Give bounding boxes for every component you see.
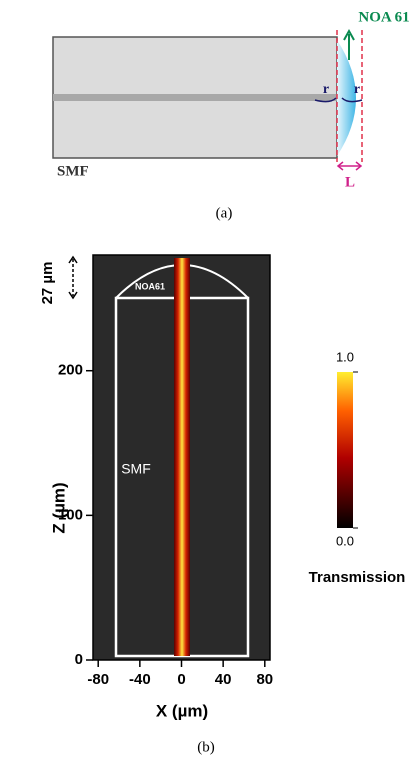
y-tick-label: 100 (58, 506, 83, 523)
fiber-core (53, 94, 337, 101)
material-label: NOA 61 (358, 9, 409, 25)
height-label: 27 µm (39, 262, 56, 305)
x-tick-label: 80 (256, 671, 273, 688)
lens (337, 40, 356, 156)
caption: (b) (197, 739, 215, 755)
colorbar (337, 372, 353, 528)
x-tick-label: 40 (215, 671, 232, 688)
caption: (a) (216, 205, 233, 221)
colorbar-tick-label: 1.0 (336, 349, 354, 364)
arrowhead (343, 28, 355, 41)
y-axis-label: Z (µm) (49, 482, 68, 533)
x-axis-label: X (µm) (156, 701, 208, 720)
x-tick-label: 0 (177, 671, 185, 688)
fiber-label: SMF (57, 163, 89, 179)
panel-b: NOA61 SMF 27 µm Z (µm) X (µm) Transmissi… (39, 254, 406, 755)
fiber-label: SMF (121, 461, 151, 477)
length-label: L (345, 174, 355, 190)
beam (174, 258, 190, 656)
radius-arrow (341, 97, 363, 103)
y-tick-label: 0 (75, 651, 83, 668)
panel-a: NOA 61 r r SMF L (a) (52, 9, 410, 221)
x-tick-label: -80 (87, 671, 109, 688)
radius-label: r (323, 82, 329, 97)
colorbar-label: Transmission (309, 569, 406, 586)
arrowhead (336, 161, 363, 171)
arrowhead (68, 255, 78, 300)
radius-arrow (314, 97, 337, 103)
colorbar-tick-label: 0.0 (336, 533, 354, 548)
y-tick-label: 200 (58, 362, 83, 379)
x-tick-label: -40 (129, 671, 151, 688)
radius-label: r (354, 82, 360, 97)
lens-label: NOA61 (135, 281, 165, 291)
